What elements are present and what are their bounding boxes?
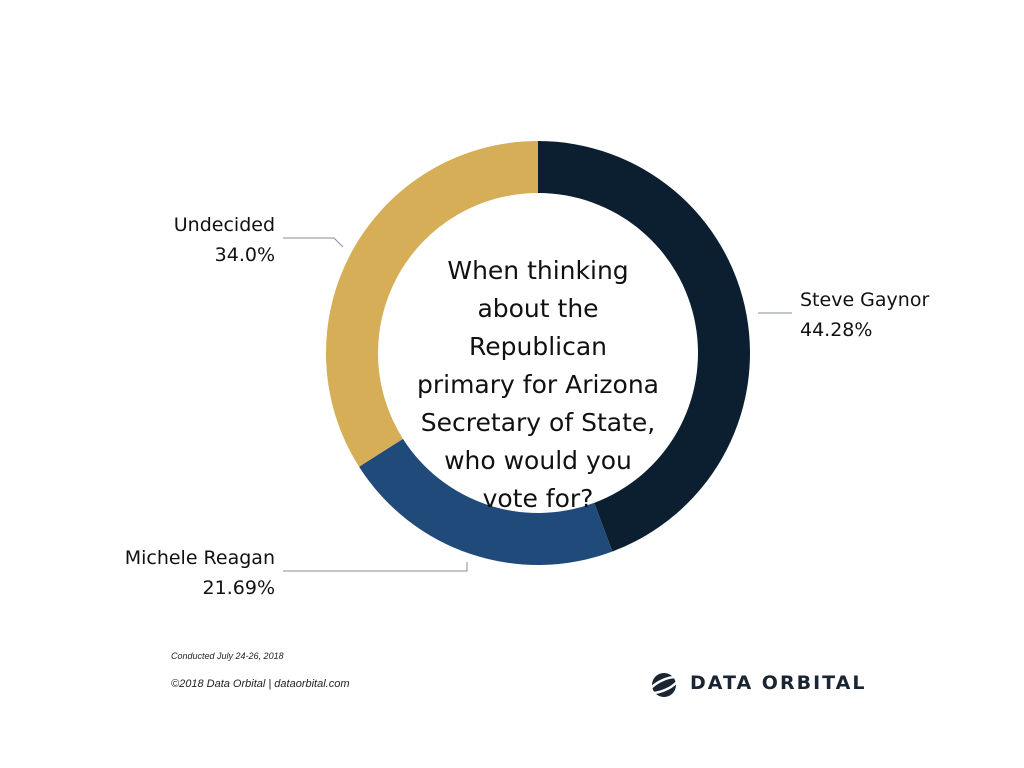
logo-text: DATA ORBITAL <box>690 672 867 694</box>
slice-label-name: Steve Gaynor <box>800 289 930 311</box>
data-orbital-logo: DATA ORBITAL <box>650 670 870 700</box>
chart-title: When thinking about the Republican prima… <box>408 252 668 518</box>
slice-label-value: 21.69% <box>202 577 275 599</box>
chart-title-line: When thinking <box>447 256 629 285</box>
slice-michele-reagan <box>359 438 613 565</box>
leader-line-michele-reagan <box>283 562 468 572</box>
slice-label-steve-gaynor: Steve Gaynor 44.28% <box>800 285 929 345</box>
slice-undecided <box>326 141 538 467</box>
slice-steve-gaynor <box>538 141 750 552</box>
conducted-note: Conducted July 24-26, 2018 <box>171 651 284 661</box>
slice-label-value: 34.0% <box>214 244 275 266</box>
leader-line-undecided <box>283 237 344 248</box>
chart-title-line: about the Republican <box>468 294 607 361</box>
copyright-note: ©2018 Data Orbital | dataorbital.com <box>171 678 350 690</box>
chart-title-line: Secretary of State, <box>420 408 656 437</box>
slice-label-value: 44.28% <box>800 319 873 341</box>
slice-label-name: Michele Reagan <box>124 547 275 569</box>
chart-title-line: who would you <box>444 446 632 475</box>
slice-label-michele-reagan: Michele Reagan 21.69% <box>125 543 275 603</box>
slice-label-name: Undecided <box>173 214 275 236</box>
slice-label-undecided: Undecided 34.0% <box>174 210 275 270</box>
chart-title-line: primary for Arizona <box>416 370 660 399</box>
chart-title-line: vote for? <box>482 484 594 513</box>
data-orbital-logo-icon <box>650 673 680 697</box>
